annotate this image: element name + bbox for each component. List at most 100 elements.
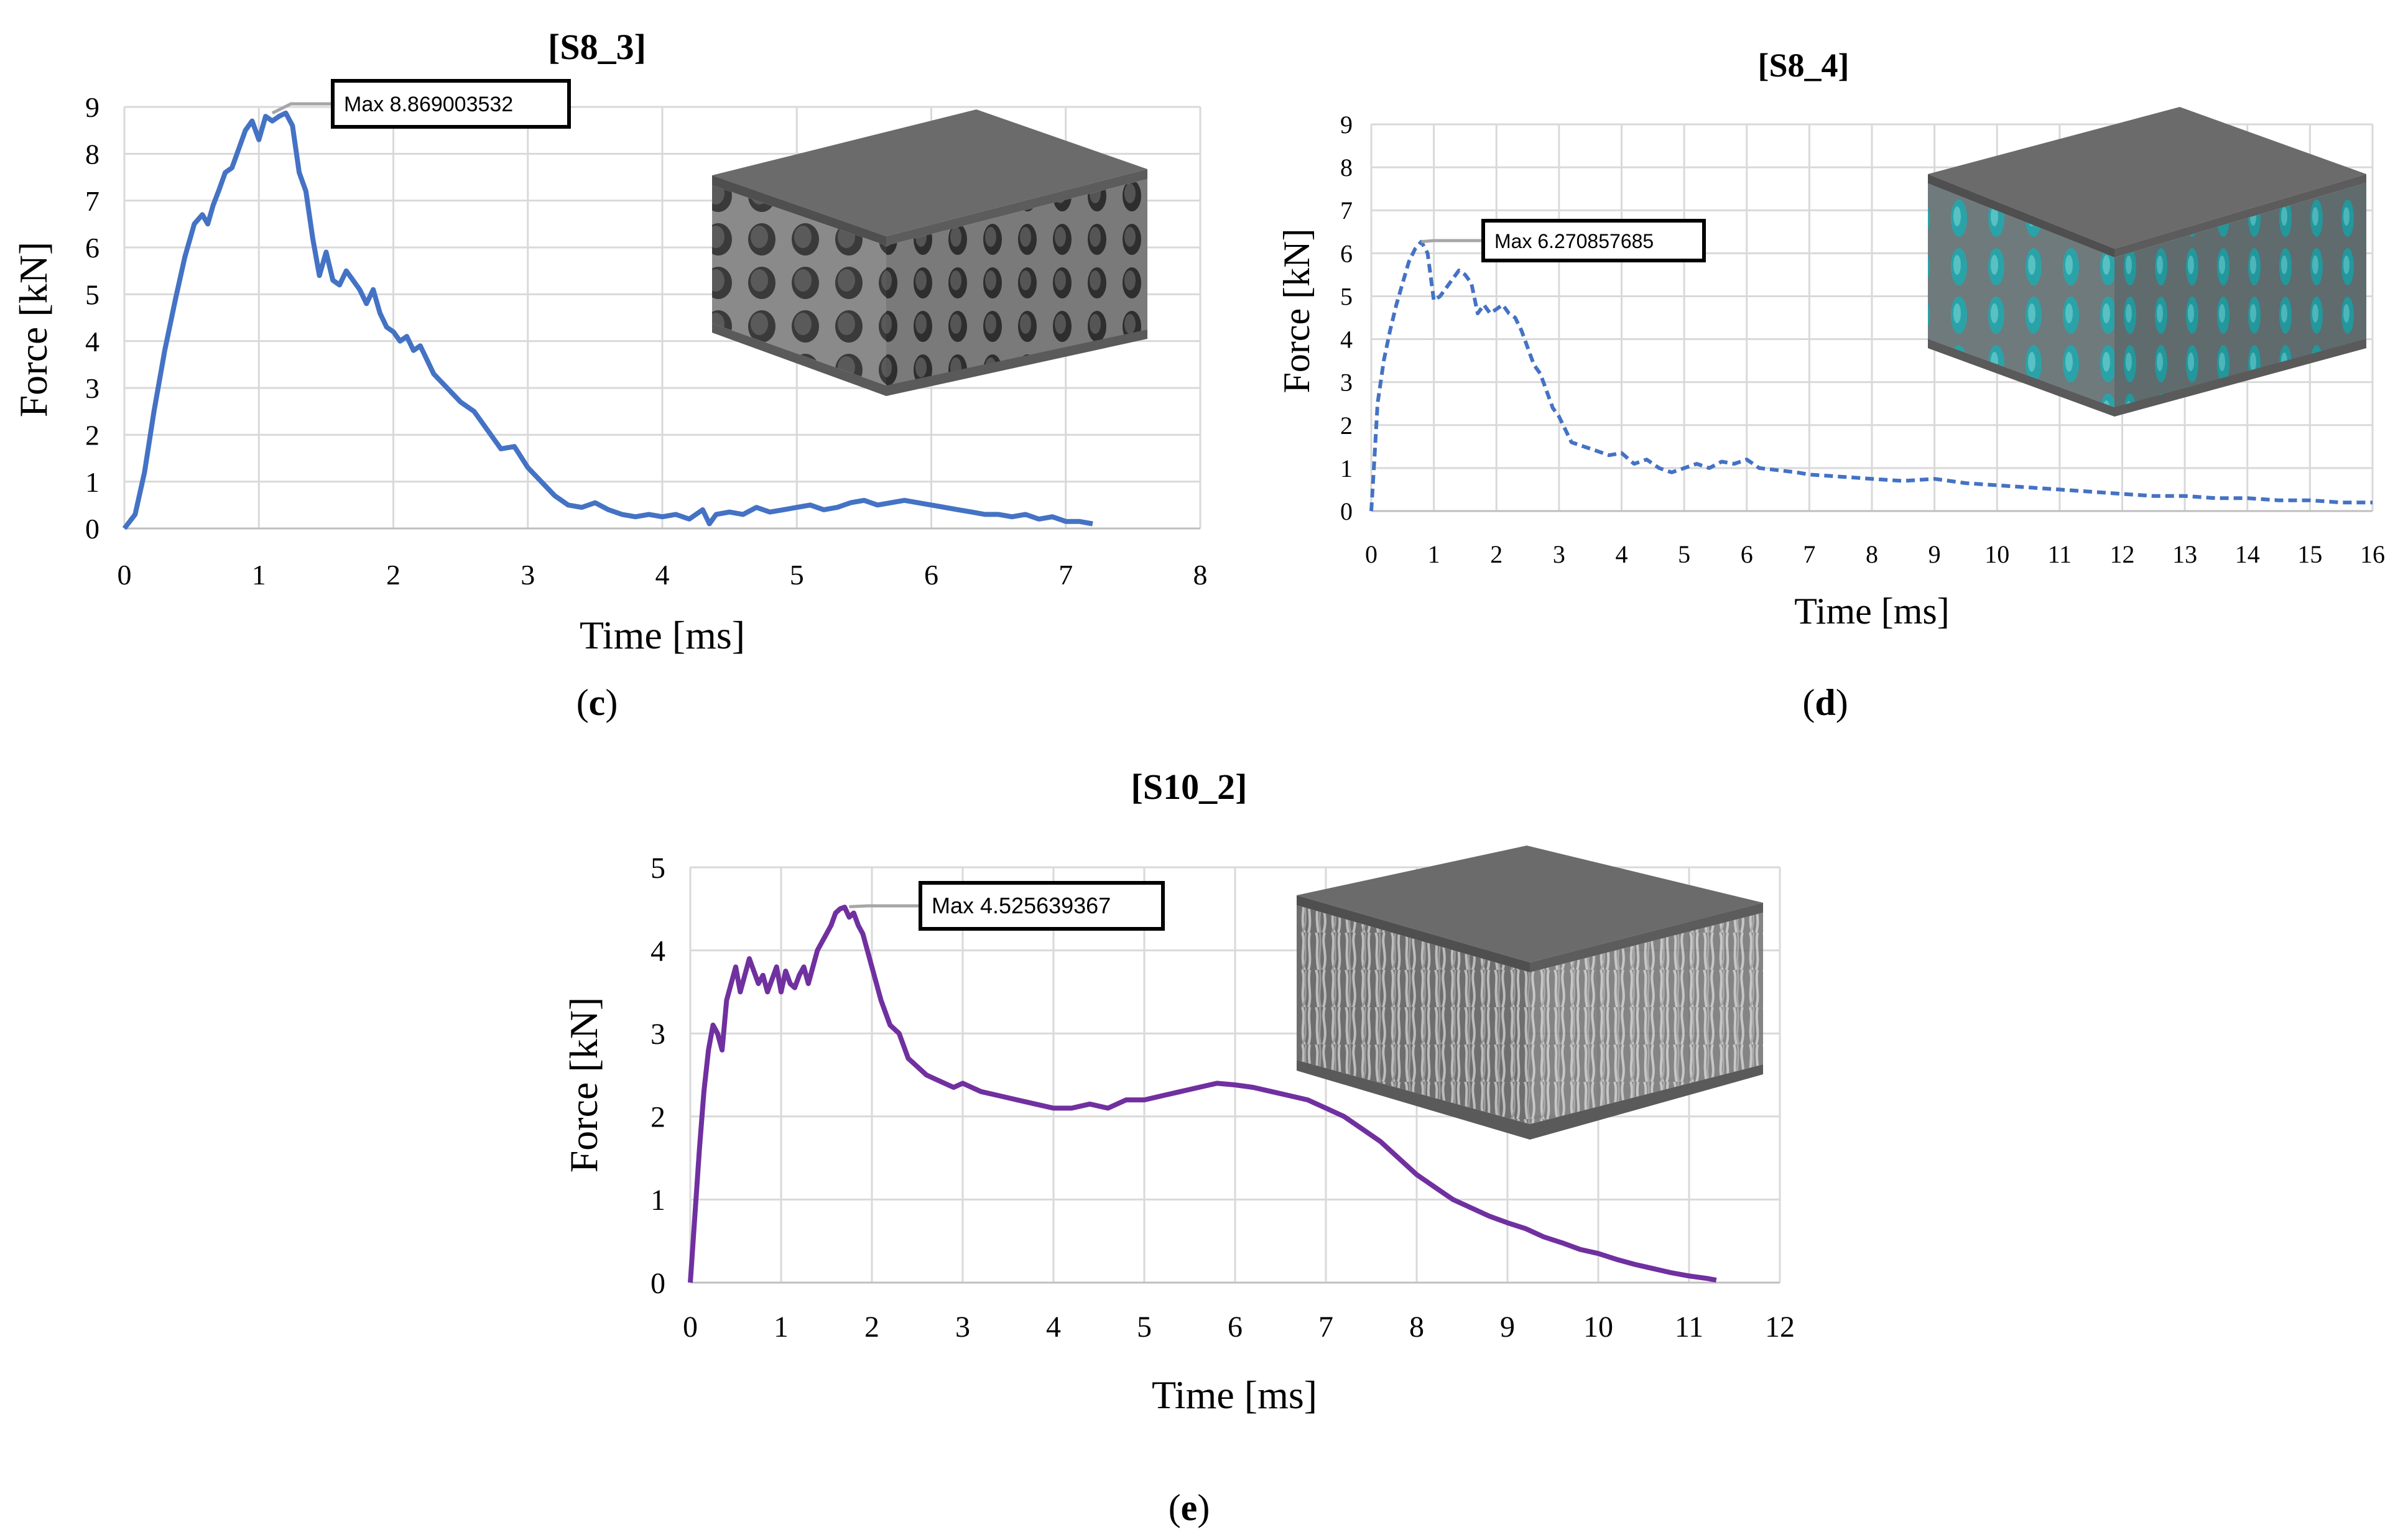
y-tick-label: 1 <box>85 466 100 498</box>
annotation-text: Max 4.525639367 <box>932 893 1111 918</box>
chart-c: [S8_3] 0 1 2 3 4 5 6 7 8 9 0 1 2 3 4 5 6 7 8 Max 8.8690035… <box>11 27 1208 723</box>
inset-render-e <box>1297 846 1763 1140</box>
y-axis-title: Force [kN] <box>562 997 606 1173</box>
x-tick-label: 0 <box>118 559 132 591</box>
annotation-text: Max 6.270857685 <box>1494 230 1654 252</box>
y-tick-label: 3 <box>651 1018 665 1051</box>
caption-letter: e <box>1181 1487 1198 1528</box>
y-tick-label: 1 <box>651 1184 665 1217</box>
annotation-leader <box>271 102 333 115</box>
x-tick-label: 3 <box>1553 540 1565 568</box>
x-tick-label: 2 <box>1490 540 1502 568</box>
y-tick-label: 8 <box>85 138 100 170</box>
x-tick-label: 7 <box>1058 559 1073 591</box>
y-tick-label: 7 <box>85 185 100 217</box>
y-tick-label: 2 <box>1340 412 1353 440</box>
inset-top-plate <box>712 109 1147 236</box>
max-annotation: Max 8.869003532 <box>271 79 571 129</box>
inset-plate-edge <box>712 175 886 246</box>
x-tick-label: 14 <box>2235 540 2260 568</box>
x-tick-label: 4 <box>1046 1311 1061 1344</box>
max-annotation: Max 4.525639367 <box>849 881 1165 931</box>
inset-render-d <box>1928 107 2366 417</box>
x-tick-label: 8 <box>1193 559 1208 591</box>
y-tick-label: 1 <box>1340 454 1353 482</box>
subfigure-caption-d: (d) <box>1802 682 1848 723</box>
x-tick-label: 11 <box>2048 540 2072 568</box>
tick-labels: 0 1 2 3 4 5 6 7 8 9 0 1 2 3 4 5 6 7 8 <box>85 91 1208 591</box>
x-tick-label: 2 <box>386 559 401 591</box>
y-tick-label: 6 <box>1340 239 1353 267</box>
x-tick-label: 0 <box>683 1311 698 1344</box>
x-axis-title: Time [ms] <box>580 613 745 657</box>
x-tick-label: 2 <box>864 1311 879 1344</box>
inset-plate-edge <box>2114 174 2366 257</box>
y-tick-label: 4 <box>1340 326 1353 354</box>
x-tick-label: 16 <box>2360 540 2385 568</box>
series-line-s10-2 <box>688 905 1717 1283</box>
chart-title: [S10_2] <box>1131 767 1248 807</box>
x-tick-label: 3 <box>521 559 535 591</box>
y-tick-label: 4 <box>651 934 665 967</box>
inset-plate-edge <box>1297 895 1530 972</box>
x-tick-label: 8 <box>1866 540 1878 568</box>
y-tick-label: 3 <box>1340 369 1353 397</box>
inset-bottom-plate <box>1297 1060 1763 1140</box>
inset-bottom-plate <box>1928 339 2366 417</box>
inset-plate-edge <box>886 169 1147 246</box>
y-tick-label: 3 <box>85 372 100 404</box>
y-tick-label: 6 <box>85 232 100 264</box>
y-tick-label: 0 <box>1340 497 1353 525</box>
x-tick-label: 0 <box>1365 540 1377 568</box>
y-tick-label: 9 <box>1340 111 1353 139</box>
x-tick-label: 15 <box>2297 540 2322 568</box>
x-tick-label: 6 <box>924 559 938 591</box>
inset-top-plate <box>1928 107 2366 249</box>
x-tick-label: 3 <box>955 1311 970 1344</box>
x-tick-label: 1 <box>252 559 266 591</box>
x-tick-label: 7 <box>1803 540 1815 568</box>
subfigure-caption-e: (e) <box>1169 1487 1210 1528</box>
inset-top-plate <box>1297 846 1763 962</box>
y-tick-label: 9 <box>85 91 100 123</box>
x-tick-label: 5 <box>1137 1311 1152 1344</box>
y-tick-label: 0 <box>85 513 100 545</box>
annotation-box <box>331 79 571 129</box>
annotation-leader <box>1421 239 1483 244</box>
annotation-box <box>1481 219 1706 262</box>
annotation-text: Max 8.869003532 <box>344 93 513 116</box>
inset-front-face <box>1297 905 1530 1124</box>
y-tick-label: 2 <box>85 419 100 451</box>
x-tick-label: 9 <box>1928 540 1941 568</box>
y-tick-label: 8 <box>1340 154 1353 182</box>
inset-plate-edge <box>1530 903 1763 972</box>
x-tick-label: 7 <box>1318 1311 1333 1344</box>
series-line-s8-3 <box>122 110 1093 530</box>
inset-plate-edge <box>1928 174 2114 257</box>
y-tick-label: 5 <box>85 279 100 310</box>
x-tick-label: 12 <box>1765 1311 1795 1344</box>
y-axis-title: Force [kN] <box>11 242 55 418</box>
y-tick-label: 5 <box>1340 282 1353 310</box>
y-tick-label: 2 <box>651 1101 665 1134</box>
x-tick-label: 13 <box>2172 540 2197 568</box>
chart-title: [S8_4] <box>1758 47 1850 84</box>
inset-bottom-plate <box>712 323 1147 396</box>
x-tick-label: 9 <box>1500 1311 1515 1344</box>
x-tick-label: 10 <box>1984 540 2009 568</box>
inset-front-face <box>1928 183 2114 407</box>
x-tick-label: 5 <box>1678 540 1690 568</box>
x-axis-title: Time [ms] <box>1794 591 1950 632</box>
y-axis-title: Force [kN] <box>1276 229 1317 394</box>
annotation-box <box>919 881 1165 931</box>
inset-side-face <box>886 179 1147 396</box>
caption-letter: d <box>1815 682 1835 723</box>
inset-front-face <box>712 185 886 385</box>
y-tick-label: 0 <box>651 1267 665 1300</box>
x-tick-label: 4 <box>1616 540 1628 568</box>
x-tick-label: 6 <box>1741 540 1753 568</box>
